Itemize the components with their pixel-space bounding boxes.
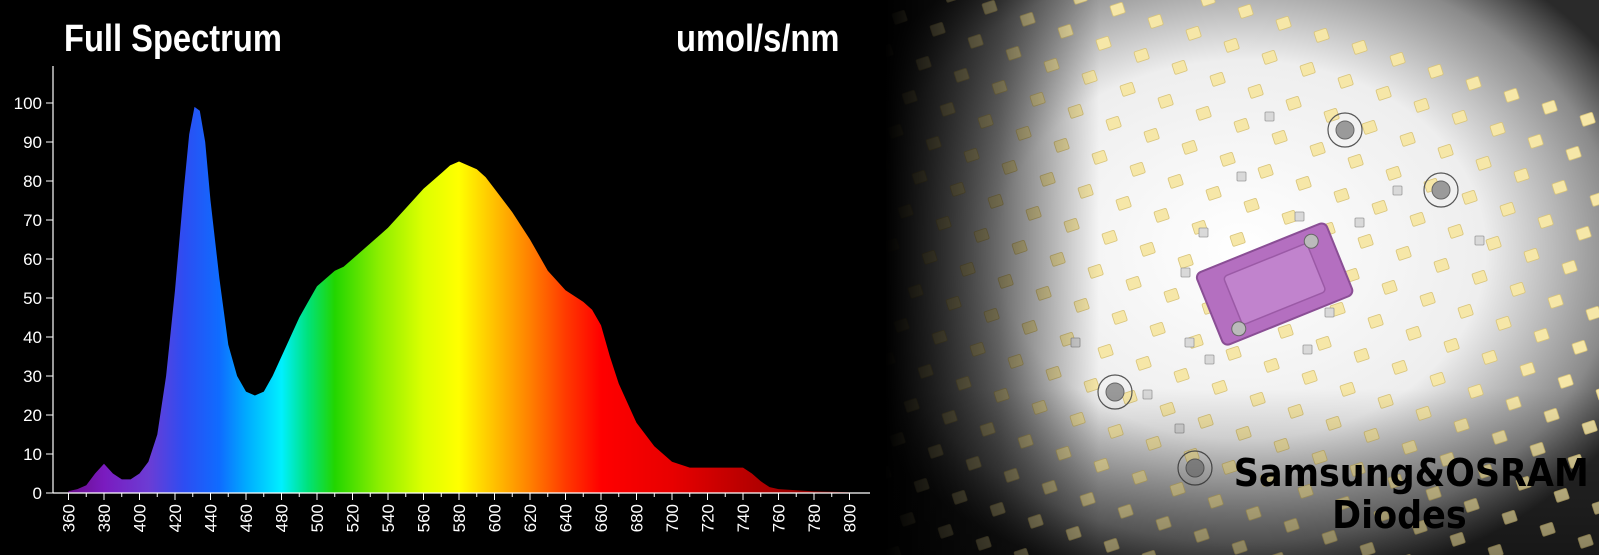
bottom-shadow — [885, 0, 1599, 555]
spectrum-chart: 0 10 20 30 40 50 60 70 80 90 100 360 380 400 420 440 460… — [14, 66, 870, 532]
spectrum-chart-panel: 0 10 20 30 40 50 60 70 80 90 100 360 380 400 420 440 460… — [13, 18, 870, 533]
y-tick-label-90: 90 — [23, 133, 42, 152]
x-tick-label-520: 520 — [344, 504, 363, 532]
y-tick-label-40: 40 — [23, 328, 42, 347]
x-tick-label-740: 740 — [734, 504, 753, 532]
x-tick-label-360: 360 — [60, 504, 79, 532]
x-tick-label-640: 640 — [557, 504, 576, 532]
diodes-caption: Samsung&OSRAM Diodes — [1233, 451, 1589, 537]
x-tick-label-700: 700 — [663, 504, 682, 532]
chart-unit-label: umol/s/nm — [676, 18, 840, 60]
y-tick-label-20: 20 — [23, 406, 42, 425]
x-tick-label-500: 500 — [308, 504, 327, 532]
x-tick-label-620: 620 — [521, 504, 540, 532]
y-tick-label-80: 80 — [23, 172, 42, 191]
y-tick-label-50: 50 — [23, 289, 42, 308]
x-tick-label-680: 680 — [628, 504, 647, 532]
x-tick-label-540: 540 — [379, 504, 398, 532]
x-tick-label-560: 560 — [415, 504, 434, 532]
y-tick-label-0: 0 — [33, 484, 42, 503]
x-tick-label-720: 720 — [699, 504, 718, 532]
caption-line-2: Diodes — [1332, 493, 1467, 537]
x-tick-label-420: 420 — [166, 504, 185, 532]
spectrum-area-series-0 — [68, 106, 850, 494]
y-tick-label-60: 60 — [23, 250, 42, 269]
chart-title: Full Spectrum — [64, 18, 282, 60]
caption-line-1: Samsung&OSRAM — [1233, 451, 1589, 495]
led-board-photo: Samsung&OSRAM Diodes — [885, 0, 1599, 555]
y-tick-label-10: 10 — [23, 445, 42, 464]
x-tick-label-480: 480 — [273, 504, 292, 532]
x-tick-label-660: 660 — [592, 504, 611, 532]
x-tick-label-400: 400 — [131, 504, 150, 532]
x-tick-label-780: 780 — [805, 504, 824, 532]
x-tick-label-600: 600 — [486, 504, 505, 532]
x-tick-label-580: 580 — [450, 504, 469, 532]
led-board-illustration — [885, 0, 1599, 555]
x-tick-label-800: 800 — [841, 504, 860, 532]
x-tick-label-760: 760 — [770, 504, 789, 532]
x-tick-label-460: 460 — [237, 504, 256, 532]
x-tick-label-380: 380 — [95, 504, 114, 532]
y-tick-label-70: 70 — [23, 211, 42, 230]
y-tick-label-100: 100 — [14, 94, 42, 113]
y-tick-label-30: 30 — [23, 367, 42, 386]
x-tick-label-440: 440 — [202, 504, 221, 532]
